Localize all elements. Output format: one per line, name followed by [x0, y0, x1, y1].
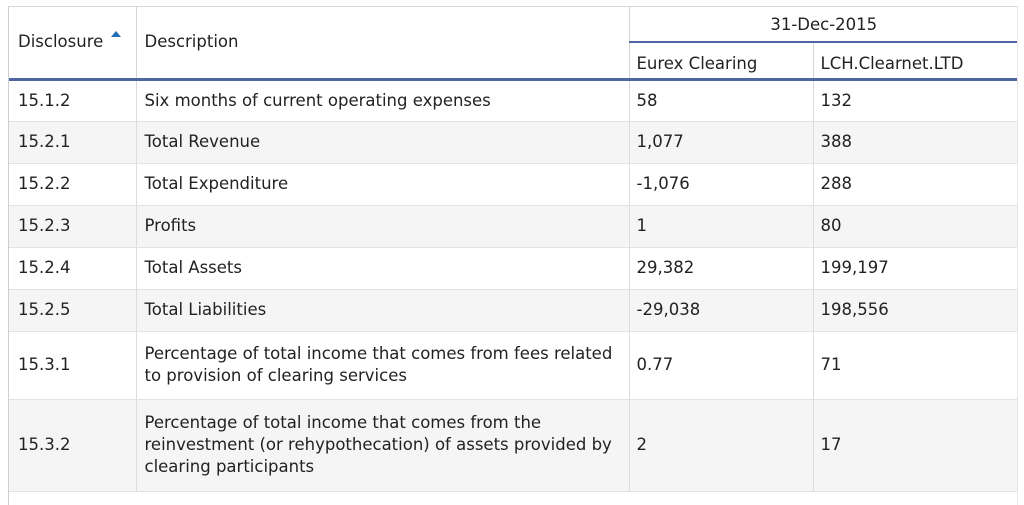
disclosure-table: Disclosure Description 31-Dec-2015 Eurex… [9, 7, 1017, 492]
cell-description: Total Expenditure [136, 163, 630, 206]
cell-disclosure: 15.2.1 [9, 121, 137, 164]
header-lch-clearnet[interactable]: LCH.Clearnet.LTD [813, 42, 1017, 81]
cell-description: Six months of current operating expenses [136, 79, 630, 122]
table-row: 15.2.4 Total Assets 29,382 199,197 [9, 247, 1017, 290]
header-date-group: 31-Dec-2015 [629, 7, 1017, 43]
cell-lch-value: 388 [813, 121, 1017, 164]
cell-lch-value: 71 [813, 331, 1017, 400]
header-eurex-clearing[interactable]: Eurex Clearing [629, 42, 814, 81]
cell-eurex-value: -1,076 [629, 163, 814, 206]
cell-disclosure: 15.3.1 [9, 331, 137, 400]
cell-eurex-value: 0.77 [629, 331, 814, 400]
cell-eurex-value: 29,382 [629, 247, 814, 290]
cell-lch-value: 17 [813, 399, 1017, 492]
header-lch-label: LCH.Clearnet.LTD [820, 53, 964, 73]
cell-description: Total Assets [136, 247, 630, 290]
cell-disclosure: 15.3.2 [9, 399, 137, 492]
cell-description: Percentage of total income that comes fr… [136, 331, 630, 400]
table-row: 15.2.3 Profits 1 80 [9, 205, 1017, 248]
header-description-label: Description [144, 32, 239, 52]
table-row: 15.1.2 Six months of current operating e… [9, 79, 1017, 122]
disclosure-table-container: Disclosure Description 31-Dec-2015 Eurex… [8, 6, 1018, 505]
cell-description: Total Liabilities [136, 289, 630, 332]
header-description[interactable]: Description [136, 7, 630, 81]
header-eurex-label: Eurex Clearing [636, 53, 758, 73]
table-row: 15.2.2 Total Expenditure -1,076 288 [9, 163, 1017, 206]
table-row: 15.2.1 Total Revenue 1,077 388 [9, 121, 1017, 164]
cell-eurex-value: -29,038 [629, 289, 814, 332]
header-disclosure-label: Disclosure [18, 32, 104, 52]
table-header: Disclosure Description 31-Dec-2015 Eurex… [9, 7, 1017, 81]
header-disclosure[interactable]: Disclosure [9, 7, 137, 81]
cell-lch-value: 199,197 [813, 247, 1017, 290]
cell-disclosure: 15.2.5 [9, 289, 137, 332]
cell-disclosure: 15.1.2 [9, 79, 137, 122]
cell-eurex-value: 2 [629, 399, 814, 492]
cell-lch-value: 132 [813, 79, 1017, 122]
sort-ascending-icon[interactable] [111, 31, 122, 38]
cell-lch-value: 80 [813, 205, 1017, 248]
cell-lch-value: 198,556 [813, 289, 1017, 332]
cell-disclosure: 15.2.2 [9, 163, 137, 206]
cell-eurex-value: 1 [629, 205, 814, 248]
cell-eurex-value: 58 [629, 79, 814, 122]
table-row: 15.3.2 Percentage of total income that c… [9, 399, 1017, 492]
table-row: 15.3.1 Percentage of total income that c… [9, 331, 1017, 400]
cell-description: Percentage of total income that comes fr… [136, 399, 630, 492]
cell-eurex-value: 1,077 [629, 121, 814, 164]
cell-lch-value: 288 [813, 163, 1017, 206]
cell-disclosure: 15.2.4 [9, 247, 137, 290]
cell-description: Total Revenue [136, 121, 630, 164]
header-date-label: 31-Dec-2015 [770, 15, 878, 34]
cell-disclosure: 15.2.3 [9, 205, 137, 248]
table-body: 15.1.2 Six months of current operating e… [9, 79, 1017, 492]
table-row: 15.2.5 Total Liabilities -29,038 198,556 [9, 289, 1017, 332]
cell-description: Profits [136, 205, 630, 248]
